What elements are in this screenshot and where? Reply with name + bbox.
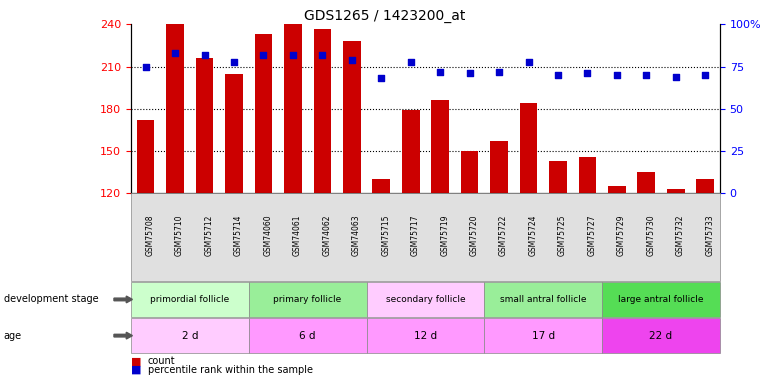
Point — [464, 70, 476, 76]
Text: GSM75733: GSM75733 — [705, 214, 715, 256]
Text: GSM75727: GSM75727 — [588, 214, 597, 256]
Point — [375, 75, 387, 81]
Text: 6 d: 6 d — [300, 331, 316, 340]
Text: GDS1265 / 1423200_at: GDS1265 / 1423200_at — [304, 9, 466, 23]
Text: large antral follicle: large antral follicle — [618, 295, 704, 304]
Text: GSM75730: GSM75730 — [646, 214, 655, 256]
Point — [404, 58, 417, 64]
Bar — [343, 41, 360, 193]
Bar — [549, 161, 567, 193]
Bar — [402, 110, 420, 193]
Text: GSM75712: GSM75712 — [205, 214, 213, 256]
Text: GSM75717: GSM75717 — [410, 214, 420, 256]
Bar — [373, 179, 390, 193]
Text: GSM75714: GSM75714 — [234, 214, 243, 256]
Bar — [520, 103, 537, 193]
Text: percentile rank within the sample: percentile rank within the sample — [148, 365, 313, 375]
Bar — [166, 24, 184, 193]
Point — [228, 58, 240, 64]
Text: primordial follicle: primordial follicle — [150, 295, 229, 304]
Bar — [255, 34, 273, 193]
Text: GSM75708: GSM75708 — [146, 214, 155, 256]
Point — [169, 50, 181, 56]
Bar — [225, 74, 243, 193]
Text: secondary follicle: secondary follicle — [386, 295, 465, 304]
Point — [199, 52, 211, 58]
Text: 12 d: 12 d — [413, 331, 437, 340]
Bar — [284, 24, 302, 193]
Point — [139, 63, 152, 70]
Point — [581, 70, 594, 76]
Text: GSM74061: GSM74061 — [293, 214, 302, 256]
Point — [286, 52, 299, 58]
Bar — [696, 179, 714, 193]
Text: GSM75710: GSM75710 — [175, 214, 184, 256]
Text: GSM75729: GSM75729 — [617, 214, 626, 256]
Text: primary follicle: primary follicle — [273, 295, 342, 304]
Text: GSM75722: GSM75722 — [499, 214, 508, 256]
Text: GSM75724: GSM75724 — [528, 214, 537, 256]
Bar — [431, 100, 449, 193]
Bar — [313, 28, 331, 193]
Point — [434, 69, 447, 75]
Text: ■: ■ — [131, 365, 142, 375]
Bar — [667, 189, 685, 193]
Text: 2 d: 2 d — [182, 331, 198, 340]
Point — [611, 72, 623, 78]
Text: GSM75720: GSM75720 — [470, 214, 479, 256]
Bar — [578, 157, 596, 193]
Text: GSM74062: GSM74062 — [323, 214, 331, 256]
Point — [522, 58, 534, 64]
Text: age: age — [4, 331, 22, 340]
Point — [699, 72, 711, 78]
Bar — [137, 120, 155, 193]
Text: 22 d: 22 d — [649, 331, 673, 340]
Text: GSM75732: GSM75732 — [676, 214, 685, 256]
Text: GSM74060: GSM74060 — [263, 214, 273, 256]
Text: count: count — [148, 357, 176, 366]
Text: GSM75719: GSM75719 — [440, 214, 449, 256]
Text: GSM75715: GSM75715 — [381, 214, 390, 256]
Point — [640, 72, 652, 78]
Bar — [460, 151, 478, 193]
Text: GSM75725: GSM75725 — [558, 214, 567, 256]
Point — [670, 74, 682, 80]
Bar — [638, 172, 655, 193]
Bar — [608, 186, 626, 193]
Point — [493, 69, 505, 75]
Text: GSM74063: GSM74063 — [352, 214, 361, 256]
Point — [316, 52, 329, 58]
Point — [346, 57, 358, 63]
Text: development stage: development stage — [4, 294, 99, 304]
Bar — [196, 58, 213, 193]
Text: 17 d: 17 d — [531, 331, 555, 340]
Text: ■: ■ — [131, 357, 142, 366]
Point — [552, 72, 564, 78]
Bar — [490, 141, 508, 193]
Text: small antral follicle: small antral follicle — [500, 295, 587, 304]
Point — [257, 52, 270, 58]
